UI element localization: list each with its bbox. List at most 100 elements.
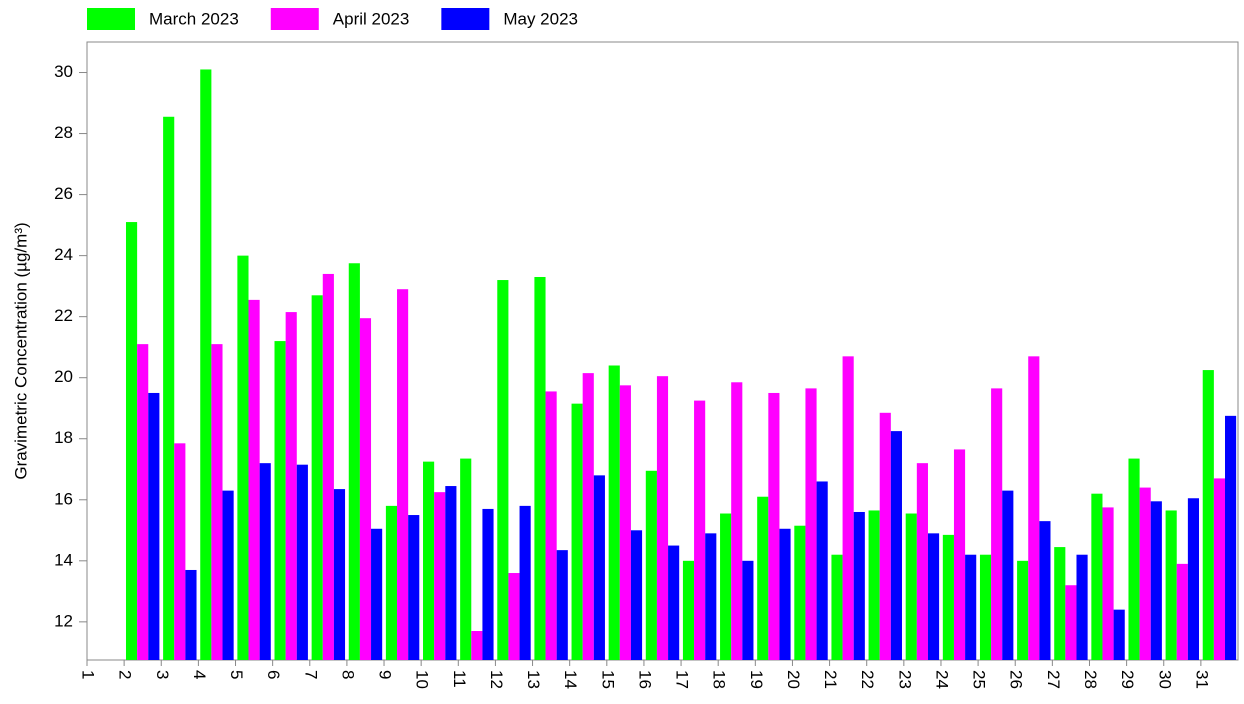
bar (582, 373, 594, 660)
bar (916, 463, 928, 660)
y-tick-label: 16 (54, 489, 73, 508)
x-tick-label: 16 (635, 670, 654, 689)
bar (471, 631, 483, 660)
bar (694, 400, 706, 660)
bar (311, 295, 323, 660)
bar (534, 276, 546, 660)
bar (890, 431, 902, 660)
bar (608, 365, 620, 660)
bar (794, 525, 806, 660)
bar (768, 392, 780, 660)
bar (757, 496, 769, 660)
x-tick-label: 30 (1155, 670, 1174, 689)
bar (630, 530, 643, 660)
bar (519, 505, 531, 660)
bar (274, 341, 286, 660)
legend-label: April 2023 (333, 9, 410, 28)
y-tick-label: 18 (54, 428, 73, 447)
bar (174, 443, 186, 660)
bar (460, 458, 472, 660)
y-tick-label: 20 (54, 367, 73, 386)
x-tick-label: 9 (376, 670, 395, 679)
bar (879, 412, 891, 660)
legend-label: May 2023 (503, 9, 578, 28)
bar (222, 490, 234, 660)
x-tick-label: 5 (227, 670, 246, 679)
legend-swatch (87, 8, 135, 30)
x-tick-label: 8 (338, 670, 357, 679)
bar (1187, 498, 1200, 660)
bar (333, 489, 346, 660)
bar (1150, 501, 1162, 660)
x-tick-label: 3 (153, 670, 172, 679)
x-tick-label: 23 (895, 670, 914, 689)
bar (359, 318, 372, 660)
bar (942, 534, 954, 660)
x-tick-label: 6 (264, 670, 283, 679)
bar (1017, 560, 1029, 660)
bar (1176, 563, 1188, 660)
y-tick-label: 14 (54, 550, 73, 569)
bar (905, 513, 917, 660)
bar (1102, 507, 1114, 660)
bar (148, 392, 160, 660)
bar (1113, 609, 1125, 660)
bar (927, 533, 940, 660)
bar (656, 376, 669, 660)
bar (571, 403, 583, 660)
y-tick-label: 30 (54, 62, 73, 81)
bar (1054, 547, 1066, 660)
x-tick-label: 27 (1044, 670, 1063, 689)
bar (720, 513, 732, 660)
bar (423, 461, 435, 660)
x-tick-label: 22 (858, 670, 877, 689)
x-tick-label: 12 (487, 670, 506, 689)
bar (482, 508, 494, 660)
bar (556, 550, 568, 660)
bar (200, 69, 212, 660)
x-tick-label: 31 (1192, 670, 1211, 689)
bar (593, 475, 605, 660)
bar (705, 533, 717, 660)
bar (137, 344, 149, 660)
bar (682, 560, 695, 660)
x-tick-label: 28 (1081, 670, 1100, 689)
bar (1076, 554, 1088, 660)
bar (645, 470, 657, 660)
bar (868, 510, 880, 660)
bar (965, 554, 977, 660)
bar (1039, 521, 1051, 660)
bar (445, 486, 457, 660)
bar (619, 385, 631, 660)
x-tick-label: 24 (932, 670, 951, 689)
bar (742, 560, 754, 660)
x-tick-label: 13 (524, 670, 543, 689)
bar (731, 382, 743, 660)
y-tick-label: 24 (54, 245, 73, 264)
x-tick-label: 19 (747, 670, 766, 689)
x-tick-label: 14 (561, 670, 580, 689)
x-tick-label: 4 (190, 670, 209, 679)
bar (296, 464, 308, 660)
bar (385, 505, 398, 660)
bar (779, 528, 791, 660)
bar (853, 511, 865, 660)
bar (805, 388, 817, 660)
bar (1065, 585, 1077, 660)
bar (991, 388, 1003, 660)
bar (185, 569, 197, 660)
x-tick-label: 2 (116, 670, 135, 679)
bar (408, 515, 420, 660)
bar (397, 289, 409, 660)
x-tick-label: 29 (1118, 670, 1137, 689)
bar (979, 554, 992, 660)
legend-label: March 2023 (149, 9, 239, 28)
x-tick-label: 26 (1007, 670, 1026, 689)
x-tick-label: 20 (784, 670, 803, 689)
bar (831, 554, 843, 660)
y-tick-label: 22 (54, 306, 73, 325)
x-tick-label: 10 (413, 670, 432, 689)
bar (816, 481, 828, 660)
x-tick-label: 1 (79, 670, 98, 679)
